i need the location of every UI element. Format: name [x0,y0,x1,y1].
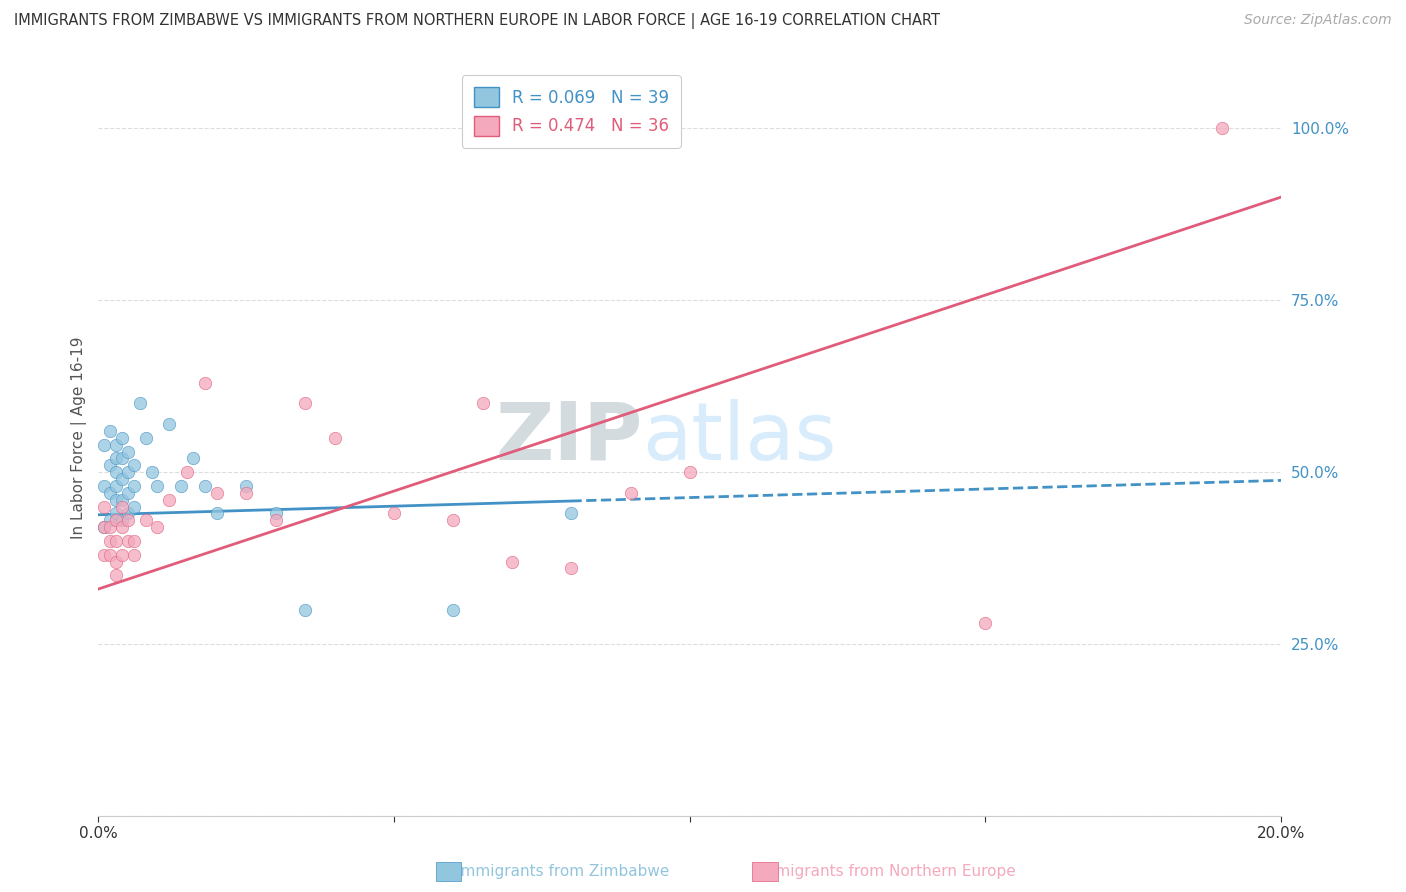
Point [122,548,145,562]
Point [135,513,157,527]
Point [105,492,128,507]
Point [122,458,145,473]
Point [93,548,115,562]
Point [560,561,582,575]
Point [170,479,193,493]
Point [111,513,134,527]
Point [323,431,346,445]
Point [194,479,217,493]
Point [105,479,128,493]
Point [117,465,139,479]
Point [117,485,139,500]
Point [111,472,134,486]
Point [93,520,115,534]
Point [105,513,128,527]
Point [93,520,115,534]
Point [111,451,134,466]
Point [98,513,121,527]
Point [98,424,121,438]
Point [105,533,128,548]
Point [441,513,464,527]
Text: atlas: atlas [643,399,837,476]
Point [560,507,582,521]
Point [157,417,180,431]
Point [93,479,115,493]
Point [176,465,198,479]
Point [93,437,115,451]
Point [501,554,523,568]
Point [235,479,257,493]
Point [111,548,134,562]
Point [98,533,121,548]
Text: IMMIGRANTS FROM ZIMBABWE VS IMMIGRANTS FROM NORTHERN EUROPE IN LABOR FORCE | AGE: IMMIGRANTS FROM ZIMBABWE VS IMMIGRANTS F… [14,13,941,29]
Point [294,396,316,410]
Point [382,507,405,521]
Point [117,507,139,521]
Point [294,602,316,616]
Point [146,520,169,534]
Point [205,485,228,500]
Point [117,444,139,458]
Point [98,520,121,534]
Point [974,616,997,631]
Point [105,465,128,479]
Point [471,396,494,410]
Point [98,548,121,562]
Point [105,507,128,521]
Point [111,431,134,445]
Point [205,507,228,521]
Point [441,602,464,616]
Point [122,533,145,548]
Point [122,479,145,493]
Text: Immigrants from Northern Europe: Immigrants from Northern Europe [756,863,1015,879]
Point [264,513,287,527]
Point [141,465,163,479]
Point [235,485,257,500]
Point [117,533,139,548]
Point [93,500,115,514]
Point [146,479,169,493]
Point [117,513,139,527]
Point [105,451,128,466]
Point [111,500,134,514]
Point [105,568,128,582]
Y-axis label: In Labor Force | Age 16-19: In Labor Force | Age 16-19 [72,336,87,539]
Point [105,554,128,568]
Point [619,485,641,500]
Text: Source: ZipAtlas.com: Source: ZipAtlas.com [1244,13,1392,28]
Text: ZIP: ZIP [495,399,643,476]
Point [264,507,287,521]
Text: Immigrants from Zimbabwe: Immigrants from Zimbabwe [456,863,669,879]
Legend: R = 0.069   N = 39, R = 0.474   N = 36: R = 0.069 N = 39, R = 0.474 N = 36 [463,76,681,148]
Point [181,451,204,466]
Point [679,465,702,479]
Point [105,437,128,451]
Point [194,376,217,390]
Point [135,431,157,445]
Point [1211,121,1233,136]
Point [122,500,145,514]
Point [98,485,121,500]
Point [111,492,134,507]
Point [111,520,134,534]
Point [98,458,121,473]
Point [128,396,150,410]
Point [157,492,180,507]
